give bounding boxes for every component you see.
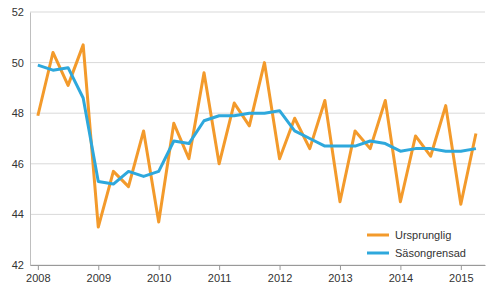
grid-line (30, 62, 485, 63)
x-tick: 2008 (26, 265, 50, 284)
y-tick: 42 (12, 259, 30, 271)
y-tick-label: 52 (12, 6, 24, 18)
plot: 42 44 46 48 50 52 2008 2009 2010 2011 2012 2013 2014… (12, 6, 486, 284)
series-line (38, 65, 476, 184)
y-tick-label: 48 (12, 107, 24, 119)
x-tick-label: 2012 (268, 272, 292, 284)
x-tick: 2011 (208, 265, 232, 284)
x-tick: 2013 (328, 265, 352, 284)
y-tick: 44 (12, 208, 30, 220)
y-tick-label: 46 (12, 158, 24, 170)
y-axis: 42 44 46 48 50 52 (12, 6, 31, 271)
x-tick: 2009 (87, 265, 111, 284)
x-tick-mark (159, 265, 160, 270)
grid-line (30, 265, 485, 266)
legend-swatch (367, 252, 389, 255)
x-tick-mark (461, 265, 462, 270)
series-line (38, 45, 476, 227)
chart: 42 44 46 48 50 52 2008 2009 2010 2011 2012 2013 2014… (0, 0, 491, 302)
grid (30, 12, 485, 265)
x-tick-label: 2009 (87, 272, 111, 284)
y-tick: 52 (12, 6, 30, 18)
x-tick-mark (219, 265, 220, 270)
x-tick-label: 2010 (147, 272, 171, 284)
y-tick: 46 (12, 158, 30, 170)
x-tick-label: 2011 (208, 272, 232, 284)
x-tick-mark (340, 265, 341, 270)
y-tick-label: 44 (12, 208, 24, 220)
y-tick: 50 (12, 57, 30, 69)
legend-label: Ursprunglig (395, 229, 451, 241)
x-tick-label: 2014 (389, 272, 413, 284)
x-tick-mark (400, 265, 401, 270)
x-tick: 2015 (449, 265, 473, 284)
y-tick-label: 50 (12, 57, 24, 69)
x-tick-label: 2008 (26, 272, 50, 284)
y-tick: 48 (12, 107, 30, 119)
x-tick-mark (98, 265, 99, 270)
x-tick: 2014 (389, 265, 413, 284)
y-axis-line (30, 13, 31, 266)
x-tick-label: 2015 (449, 272, 473, 284)
legend-swatch (367, 234, 389, 237)
x-tick: 2010 (147, 265, 171, 284)
lines (38, 45, 476, 227)
x-tick-label: 2013 (328, 272, 352, 284)
x-tick-mark (280, 265, 281, 270)
x-tick-mark (38, 265, 39, 270)
grid-line (30, 12, 485, 13)
legend: Ursprunglig Säsongrensad (367, 229, 466, 259)
x-axis: 2008 2009 2010 2011 2012 2013 2014 2015 (26, 265, 485, 284)
legend-label: Säsongrensad (395, 247, 466, 259)
x-tick: 2012 (268, 265, 292, 284)
grid-line (30, 163, 485, 164)
y-tick-label: 42 (12, 259, 24, 271)
